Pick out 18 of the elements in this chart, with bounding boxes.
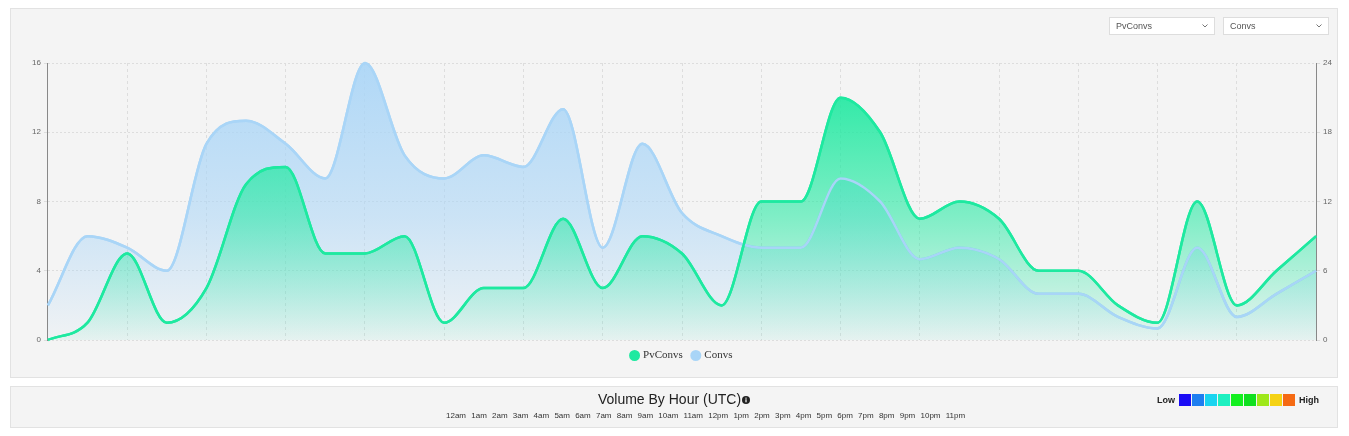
y2-tick-label: 12 (1323, 196, 1333, 206)
y2-tick-label: 24 (1323, 58, 1333, 68)
dropdown: Convs (1223, 17, 1329, 35)
text: Volume By Hour (UTC) (597, 391, 742, 407)
text: Low (1157, 395, 1175, 405)
y-tick-label: 4 (36, 265, 42, 275)
y2-tick-label: 6 (1323, 265, 1329, 275)
y-tick-label: 8 (36, 196, 42, 206)
text: High (1299, 395, 1319, 405)
y2-tick-label: 18 (1323, 127, 1333, 137)
legend-label: PvConvs (643, 348, 683, 361)
y-tick-label: 0 (36, 335, 42, 345)
y-tick-label: 16 (31, 58, 42, 68)
legend-label: Convs (704, 348, 733, 361)
text: 12am 1am 2am 3am 4am 5am 6am 7am 8am 9am 10am 11am 12pm 1pm 2pm 3pm 4pm 5pm 6pm 7pm 8pm 9pm 10pm 11pm (446, 411, 966, 420)
y-tick-label: 12 (31, 127, 42, 137)
y2-tick-label: 0 (1323, 335, 1329, 345)
dropdown: PvConvs (1109, 17, 1215, 35)
